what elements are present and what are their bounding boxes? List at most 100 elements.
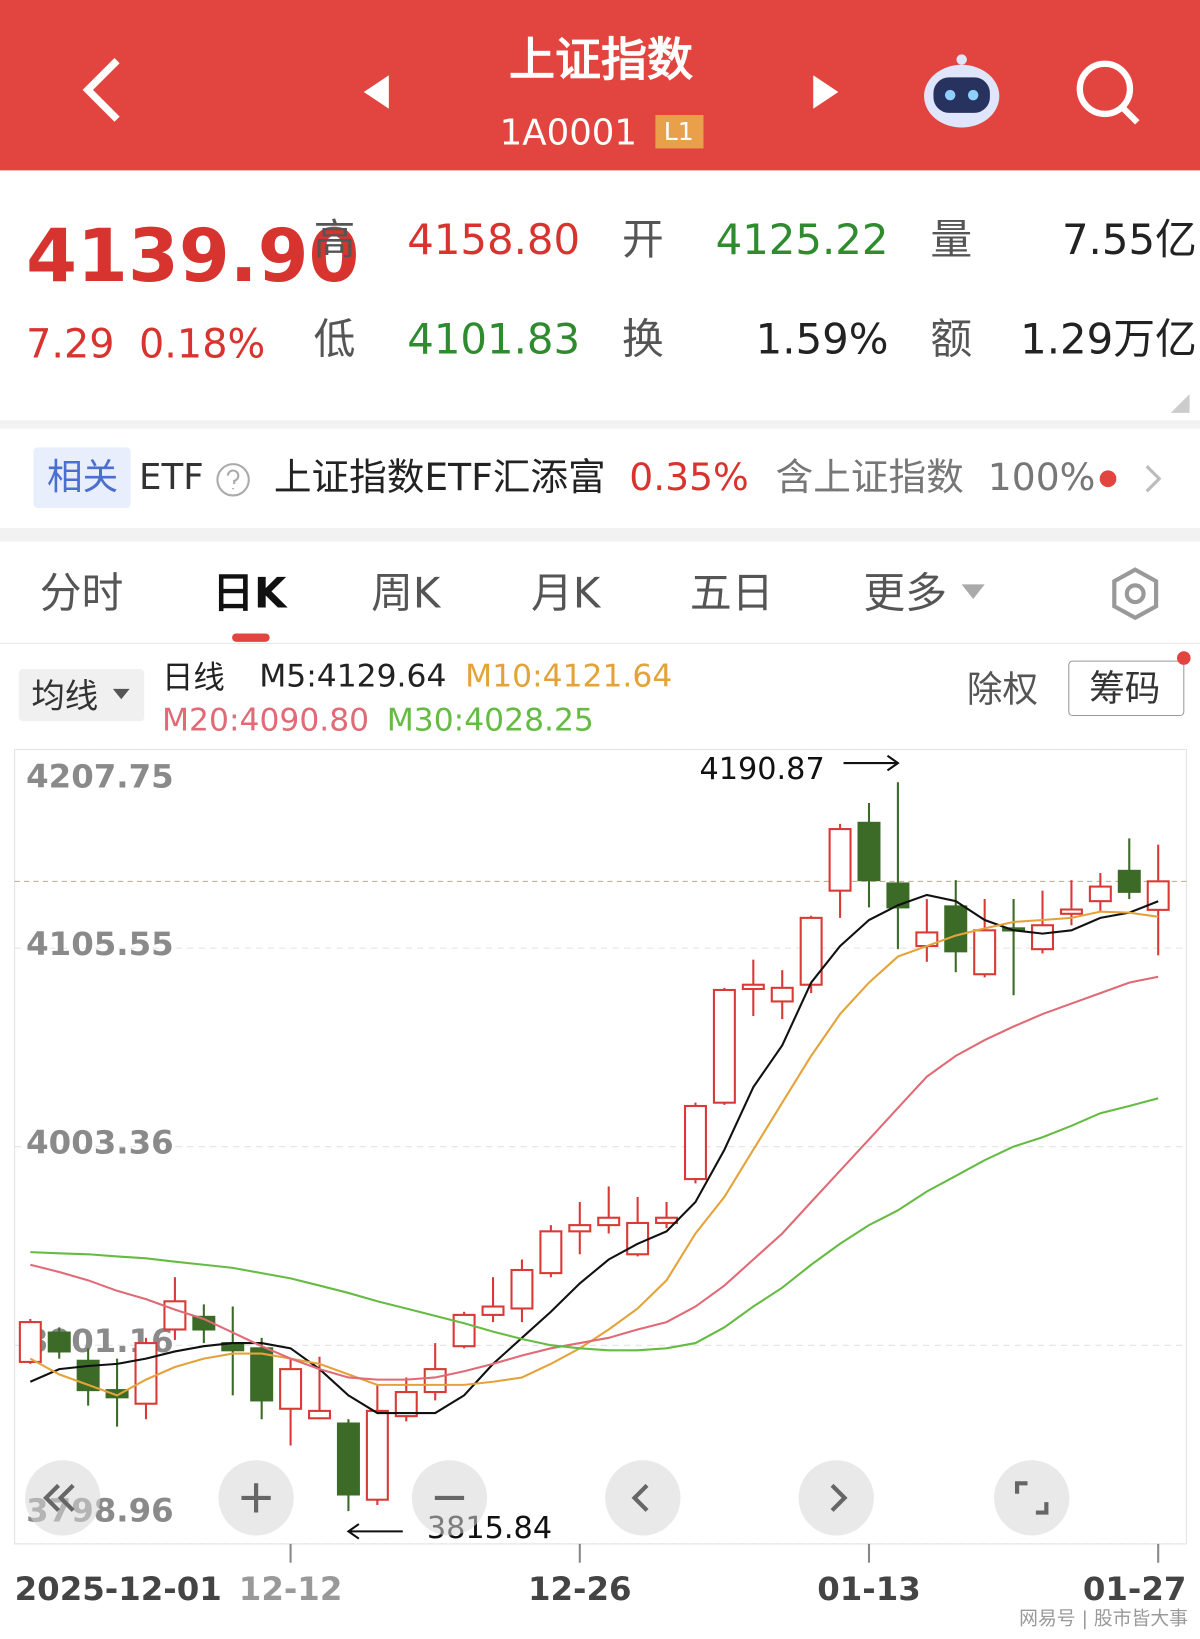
candle-body xyxy=(539,1230,563,1275)
candle-body xyxy=(626,1221,650,1256)
etf-label: ETF xyxy=(139,456,204,499)
candle-body xyxy=(481,1305,505,1316)
button-icon xyxy=(830,1483,848,1512)
tab[interactable]: 周K xyxy=(371,569,441,618)
change-pct: 0.18% xyxy=(139,320,266,367)
candle xyxy=(308,1356,332,1420)
level: L1 xyxy=(663,117,694,147)
candle xyxy=(886,782,910,950)
candle xyxy=(365,1384,389,1505)
prev-button[interactable] xyxy=(363,75,389,109)
chart-control-button[interactable] xyxy=(218,1460,294,1536)
chart-control-button[interactable] xyxy=(605,1460,681,1536)
tab[interactable]: 日K xyxy=(212,569,287,618)
candle xyxy=(683,1102,707,1184)
button-bg xyxy=(605,1460,681,1536)
chips-button-box[interactable] xyxy=(1068,660,1185,717)
candle-body xyxy=(1059,908,1083,915)
legend-entry: M10:4121.64 xyxy=(465,658,672,694)
x-tick-label: 12-12 xyxy=(239,1570,343,1608)
x-tick-label: 01-13 xyxy=(817,1570,921,1608)
tab[interactable]: 月K xyxy=(531,569,601,618)
low-arrow xyxy=(346,1523,403,1540)
badge-dot xyxy=(1177,651,1191,665)
tab[interactable]: 分时 xyxy=(39,569,124,618)
y-tick-label: 4105.55 xyxy=(26,925,174,963)
etf-more[interactable] xyxy=(1092,460,1176,502)
candle-body xyxy=(1088,885,1112,903)
candle-body xyxy=(134,1342,158,1405)
info-icon[interactable] xyxy=(214,461,252,499)
candle-body xyxy=(770,986,794,1003)
high-arrow xyxy=(843,754,900,772)
button-icon xyxy=(241,1483,271,1513)
code: 1A0001 xyxy=(499,111,638,154)
field-value: 4158.80 xyxy=(407,216,581,265)
candle-body xyxy=(1117,869,1141,893)
candle xyxy=(568,1201,592,1255)
header-icons xyxy=(82,54,1140,149)
candle xyxy=(76,1348,100,1406)
back-button[interactable] xyxy=(82,58,120,122)
candle-body xyxy=(452,1313,476,1348)
candle-body xyxy=(308,1409,332,1420)
candle-body xyxy=(1146,880,1170,911)
level-badge xyxy=(655,114,704,149)
field-value: 7.55亿 xyxy=(1061,216,1197,265)
robot-button[interactable] xyxy=(924,54,1000,128)
y-tick-label: 4207.75 xyxy=(26,758,174,796)
next-button[interactable] xyxy=(813,75,839,109)
candle-body xyxy=(568,1224,592,1233)
button-icon xyxy=(631,1483,649,1512)
candle xyxy=(105,1358,129,1427)
watermark: 网易号 | 股市皆大事 xyxy=(1019,1607,1188,1630)
chart-control-button[interactable] xyxy=(798,1460,874,1536)
field-label: 换 xyxy=(621,315,664,364)
candle xyxy=(18,1318,42,1364)
field-label: 量 xyxy=(930,216,973,265)
legend-entry: M20:4090.80 xyxy=(162,702,369,738)
candle-body xyxy=(886,882,910,909)
candle-body xyxy=(18,1321,42,1363)
chart-control-button[interactable] xyxy=(25,1460,101,1536)
chart-control-button[interactable] xyxy=(411,1460,488,1536)
candle xyxy=(1146,844,1170,956)
candle xyxy=(944,880,968,973)
button-icon xyxy=(1014,1481,1049,1515)
etf-tag-box xyxy=(33,447,131,509)
settings-button[interactable] xyxy=(1108,567,1162,621)
candle xyxy=(1031,890,1055,954)
candle xyxy=(336,1419,360,1512)
tab[interactable]: 更多 xyxy=(863,569,948,618)
tab[interactable]: 五日 xyxy=(689,569,774,618)
title: 上证指数 xyxy=(509,33,694,87)
candle-body xyxy=(944,905,968,953)
period: 日线 xyxy=(162,659,225,697)
field-label: 额 xyxy=(930,315,973,364)
candle-body xyxy=(394,1391,418,1418)
chips-button[interactable]: 筹码 xyxy=(1089,667,1161,710)
candle xyxy=(539,1225,563,1278)
button-bg xyxy=(994,1460,1070,1536)
candle-body xyxy=(655,1216,679,1225)
chart-control-button[interactable] xyxy=(994,1460,1070,1536)
dropdown-arrow xyxy=(112,688,130,700)
adjust[interactable]: 除权 xyxy=(966,668,1038,711)
holding-label: 含上证指数 xyxy=(775,456,964,500)
candle xyxy=(423,1343,447,1401)
y-tick-label: 4003.36 xyxy=(26,1124,174,1162)
field-value: 1.29万亿 xyxy=(1020,315,1197,364)
candle xyxy=(279,1358,303,1446)
candle-body xyxy=(973,929,997,976)
candle-body xyxy=(1031,924,1055,951)
candle xyxy=(828,823,852,918)
etf-name[interactable]: 上证指数ETF汇添富 xyxy=(273,456,606,500)
candle-body xyxy=(105,1389,129,1399)
ma-button[interactable]: 均线 xyxy=(31,676,99,717)
etf-change: 0.35% xyxy=(629,456,749,500)
candle-body xyxy=(712,988,736,1104)
button-bg xyxy=(798,1460,874,1536)
search-button[interactable] xyxy=(1076,60,1140,125)
